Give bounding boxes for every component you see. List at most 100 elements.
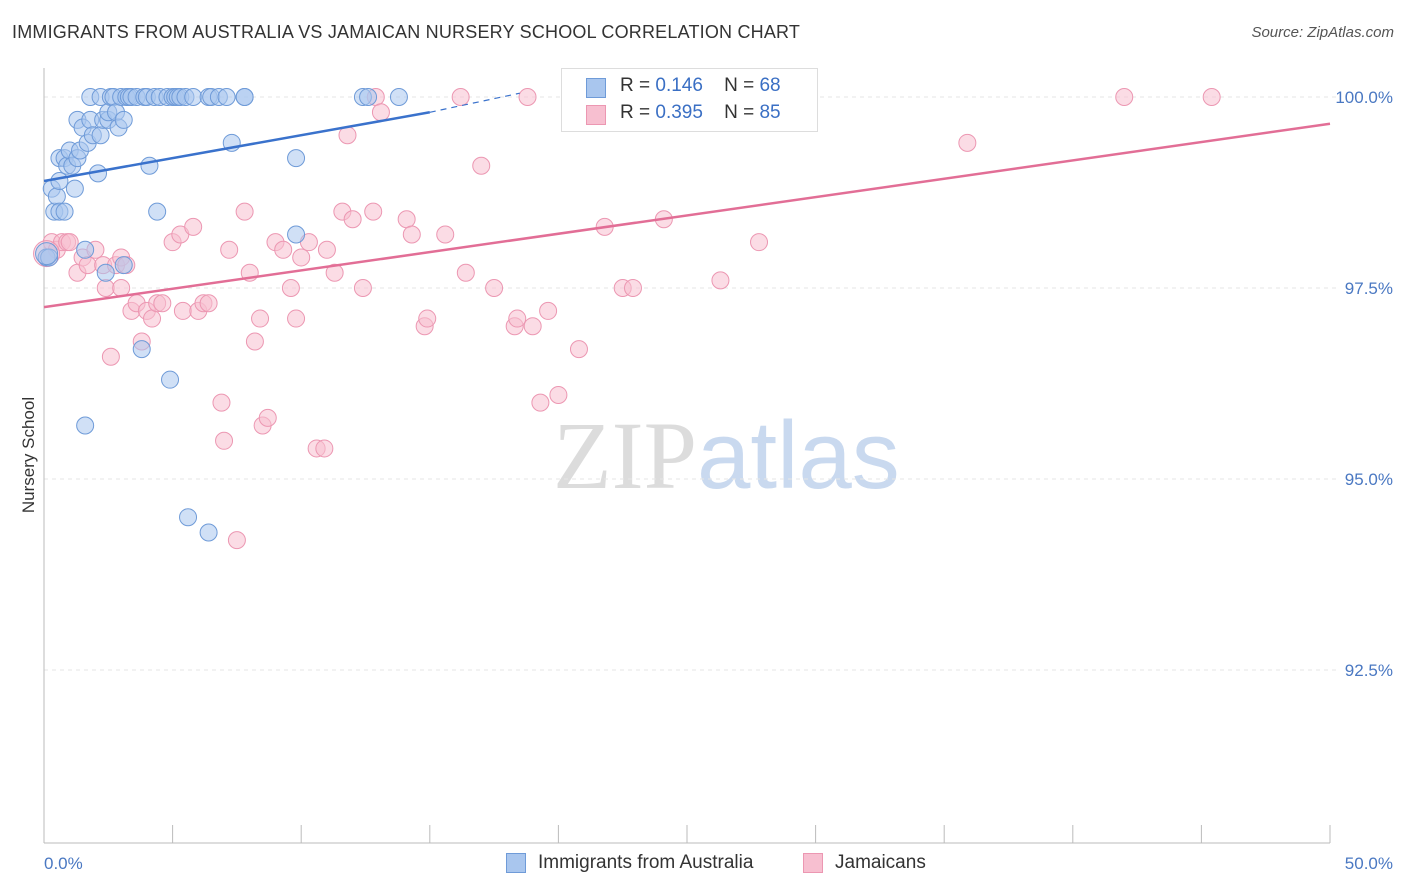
australia-point: [55, 202, 74, 221]
jamaicans-point: [227, 531, 246, 550]
legend-r-value: 0.395: [655, 102, 703, 123]
legend-n-label: N =: [724, 102, 755, 123]
jamaicans-point: [112, 279, 131, 297]
australia-trend-line: [43, 111, 431, 183]
australia-point: [47, 187, 66, 206]
y-axis-label: Nursery School: [19, 397, 38, 513]
jamaicans-point: [292, 248, 311, 267]
watermark-zip: ZIP: [553, 402, 697, 509]
jamaicans-point: [750, 233, 769, 252]
watermark: ZIPatlas: [553, 400, 900, 511]
watermark-atlas: atlas: [697, 402, 900, 509]
jamaicans-point: [212, 393, 231, 412]
jamaicans-point: [274, 240, 293, 259]
jamaicans-point: [325, 263, 344, 282]
jamaicans-point: [1115, 88, 1134, 106]
jamaicans-point: [258, 408, 277, 427]
australia-point: [140, 156, 159, 175]
y-tick-label: 92.5%: [1345, 661, 1393, 680]
jamaicans-point: [343, 210, 362, 229]
jamaicans-point: [215, 431, 234, 450]
australia-point: [359, 88, 378, 106]
australia-point: [389, 88, 408, 106]
australia-point: [184, 88, 203, 106]
grid-lines: [44, 96, 1340, 671]
jamaicans-point: [251, 309, 270, 328]
jamaicans-point: [623, 279, 642, 297]
jamaicans-point: [456, 263, 475, 282]
legend-swatch-pink: [803, 853, 823, 873]
legend-swatch-blue: [506, 853, 526, 873]
australia-points: [35, 88, 408, 542]
jamaicans-point: [549, 385, 568, 404]
jamaicans-point: [958, 133, 977, 152]
jamaicans-point: [245, 332, 264, 351]
legend-label-australia: Immigrants from Australia: [538, 852, 754, 873]
jamaicans-point: [184, 217, 203, 236]
legend-n-value: 68: [759, 75, 781, 96]
australia-point: [114, 110, 133, 129]
jamaicans-point: [317, 240, 336, 259]
jamaicans-point: [78, 256, 97, 275]
australia-point: [161, 370, 180, 389]
jamaicans-trend-line: [43, 122, 1331, 309]
axes: [43, 68, 1331, 844]
jamaicans-point: [315, 439, 334, 458]
australia-point: [148, 202, 167, 221]
y-tick-label: 97.5%: [1345, 279, 1393, 298]
australia-point: [287, 149, 306, 168]
australia-point: [217, 88, 236, 106]
legend-text-australia: R = 0.146 N = 68: [620, 75, 781, 97]
jamaicans-point: [711, 271, 730, 290]
legend-r-label: R =: [620, 102, 651, 123]
australia-trend-extension: [429, 92, 520, 113]
legend-n-value: 85: [759, 102, 781, 123]
jamaicans-point: [281, 279, 300, 297]
jamaicans-point: [436, 225, 455, 244]
jamaicans-point: [418, 309, 437, 328]
australia-point: [287, 225, 306, 244]
australia-point: [65, 179, 84, 198]
jamaicans-point: [96, 279, 115, 297]
australia-point: [132, 340, 151, 359]
jamaicans-point: [397, 210, 416, 229]
legend-swatch-pink: [586, 105, 606, 125]
australia-point: [91, 126, 110, 145]
legend-r-value: 0.146: [655, 75, 703, 96]
jamaicans-point: [569, 340, 588, 359]
x-tick-label-min: 0.0%: [44, 854, 83, 873]
jamaicans-point: [220, 240, 239, 259]
australia-point: [235, 88, 254, 106]
australia-point: [96, 263, 115, 282]
jamaicans-point: [143, 309, 162, 328]
jamaicans-point: [287, 309, 306, 328]
jamaicans-point: [371, 103, 390, 122]
series-legend: Immigrants from Australia Jamaicans: [0, 852, 1406, 876]
jamaicans-point: [199, 294, 218, 313]
jamaicans-point: [472, 156, 491, 175]
jamaicans-point: [364, 202, 383, 221]
legend-n-label: N =: [724, 75, 755, 96]
jamaicans-point: [531, 393, 550, 412]
x-tick-label-max: 50.0%: [1345, 854, 1393, 873]
legend-r-label: R =: [620, 75, 651, 96]
y-tick-label: 100.0%: [1335, 88, 1393, 107]
australia-point: [179, 508, 198, 527]
jamaicans-point: [451, 88, 470, 106]
jamaicans-point: [60, 233, 79, 252]
legend-text-jamaicans: R = 0.395 N = 85: [620, 102, 781, 124]
jamaicans-point: [402, 225, 421, 244]
chart-title: IMMIGRANTS FROM AUSTRALIA VS JAMAICAN NU…: [12, 22, 801, 42]
australia-point: [35, 242, 59, 266]
jamaicans-point: [508, 309, 527, 328]
trend-lines: [43, 92, 1331, 309]
jamaicans-point: [539, 301, 558, 320]
jamaicans-point: [523, 317, 542, 336]
jamaicans-point: [101, 347, 120, 366]
source-note: Source: ZipAtlas.com: [1251, 24, 1394, 41]
australia-point: [199, 523, 218, 542]
legend-swatch-blue: [586, 78, 606, 98]
jamaicans-points: [33, 88, 1221, 550]
correlation-legend: R = 0.146 N = 68 R = 0.395 N = 85: [561, 68, 818, 132]
